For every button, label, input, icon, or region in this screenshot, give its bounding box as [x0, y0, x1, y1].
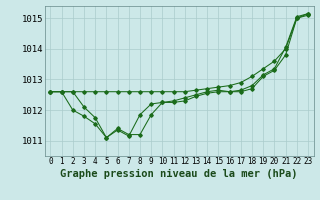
X-axis label: Graphe pression niveau de la mer (hPa): Graphe pression niveau de la mer (hPa) [60, 169, 298, 179]
